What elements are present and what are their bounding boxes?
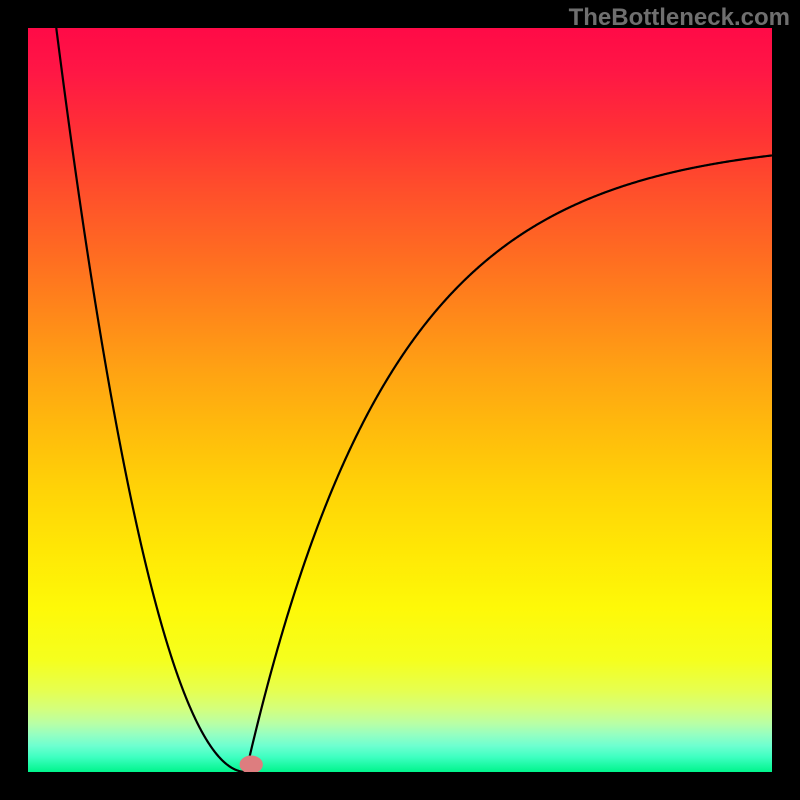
plot-area xyxy=(28,28,772,772)
optimal-point-marker xyxy=(240,756,262,772)
gradient-background xyxy=(28,28,772,772)
attribution-text: TheBottleneck.com xyxy=(569,4,790,32)
chart-canvas: { "attribution": { "text": "TheBottlenec… xyxy=(0,0,800,800)
plot-svg xyxy=(28,28,772,772)
